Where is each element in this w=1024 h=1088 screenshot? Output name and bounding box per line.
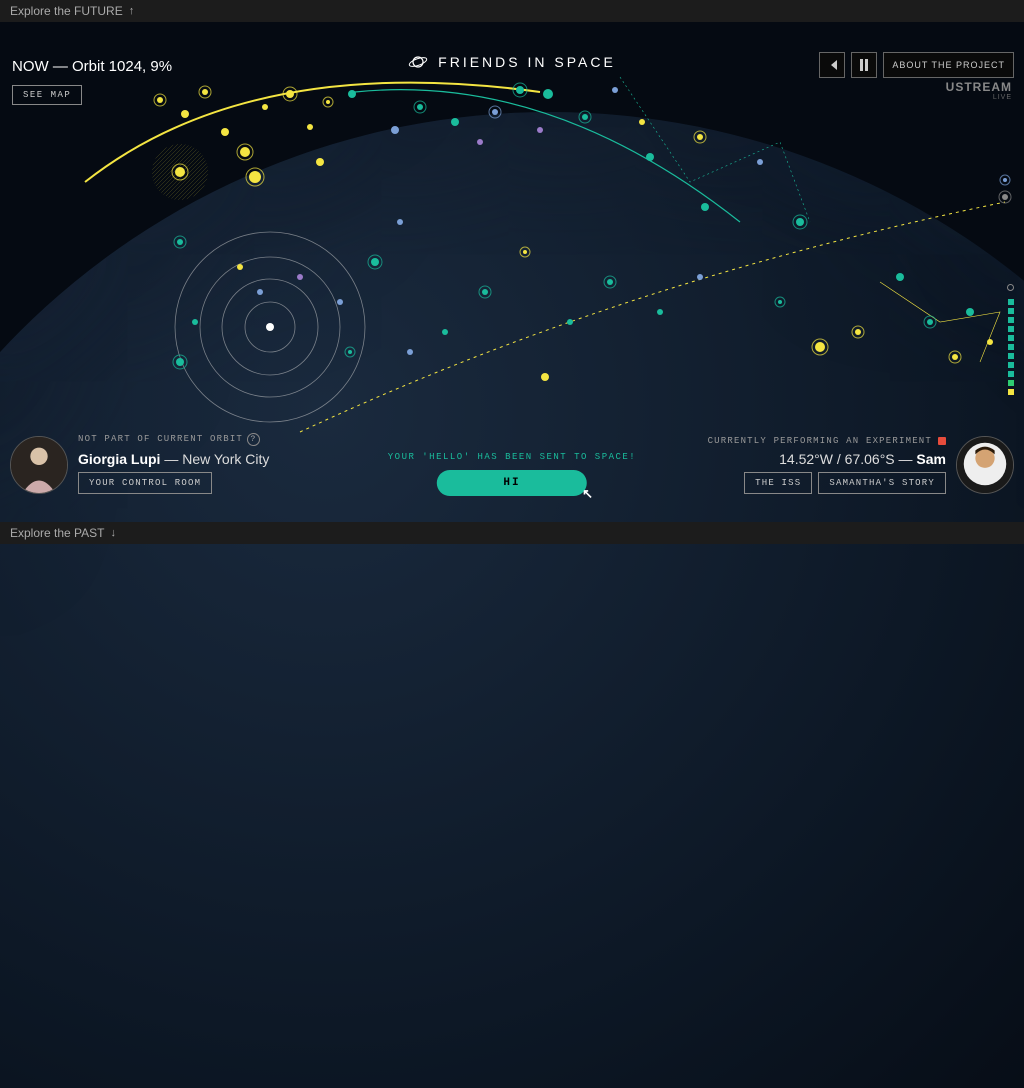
recording-icon xyxy=(938,437,946,445)
top-nav-bar[interactable]: Explore the FUTURE ↑ xyxy=(0,0,1024,22)
pause-button[interactable] xyxy=(851,52,877,78)
user-panel-left: NOT PART OF CURRENT ORBIT? Giorgia Lupi … xyxy=(10,433,269,494)
orbit-status-text: NOW — Orbit 1024, 9% xyxy=(12,58,172,75)
bottom-nav-bar[interactable]: Explore the PAST ↓ xyxy=(0,522,1024,544)
orbit-status: NOW — Orbit 1024, 9% SEE MAP xyxy=(12,58,172,105)
astronaut-identity: 14.52°W / 67.06°S — Sam xyxy=(779,451,946,467)
sent-confirmation: YOUR 'HELLO' HAS BEEN SENT TO SPACE! xyxy=(388,452,636,462)
playback-controls: ABOUT THE PROJECT xyxy=(819,52,1014,78)
user-orbit-note: NOT PART OF CURRENT ORBIT? xyxy=(78,433,269,446)
user-identity: Giorgia Lupi — New York City xyxy=(78,451,269,467)
cursor-icon: ↖ xyxy=(582,487,595,502)
arrow-down-icon: ↓ xyxy=(111,527,117,539)
iss-button[interactable]: THE ISS xyxy=(744,472,812,494)
user-panel-right: CURRENTLY PERFORMING AN EXPERIMENT 14.52… xyxy=(708,436,1014,494)
explore-future-link[interactable]: Explore the FUTURE xyxy=(10,4,123,18)
astronaut-avatar[interactable] xyxy=(956,436,1014,494)
help-icon[interactable]: ? xyxy=(247,433,260,446)
explore-past-link[interactable]: Explore the PAST xyxy=(10,526,105,540)
restart-button[interactable] xyxy=(819,52,845,78)
color-legend xyxy=(1007,284,1014,395)
hi-button[interactable]: HI ↖ xyxy=(437,470,587,496)
control-room-button[interactable]: YOUR CONTROL ROOM xyxy=(78,472,212,494)
astronaut-status: CURRENTLY PERFORMING AN EXPERIMENT xyxy=(708,436,946,446)
ustream-brand: USTREAMLIVE xyxy=(946,80,1012,101)
user-avatar[interactable] xyxy=(10,436,68,494)
story-button[interactable]: SAMANTHA'S STORY xyxy=(818,472,946,494)
arrow-up-icon: ↑ xyxy=(129,5,135,17)
stage: FRIENDS IN SPACE ABOUT THE PROJECT USTRE… xyxy=(0,22,1024,522)
hello-panel: YOUR 'HELLO' HAS BEEN SENT TO SPACE! HI … xyxy=(388,452,636,496)
see-map-button[interactable]: SEE MAP xyxy=(12,85,82,105)
about-button[interactable]: ABOUT THE PROJECT xyxy=(883,52,1014,78)
